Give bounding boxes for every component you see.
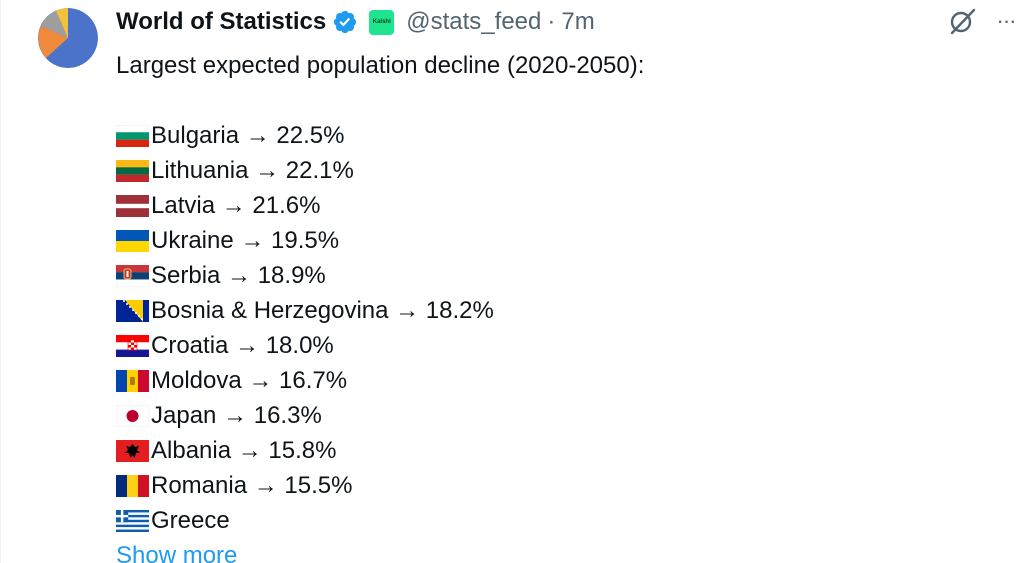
- serbia-flag-icon: [116, 264, 149, 287]
- list-item: Bosnia & Herzegovina → 18.2%: [116, 293, 644, 328]
- tweet-intro: Largest expected population decline (202…: [116, 52, 645, 79]
- grok-icon[interactable]: [947, 6, 977, 36]
- list-item-text: Japan → 16.3%: [151, 402, 322, 429]
- separator-dot: ·: [547, 8, 556, 35]
- affiliate-badge[interactable]: Kalshi: [369, 9, 395, 35]
- romania-flag-icon: [116, 474, 149, 497]
- more-icon[interactable]: ···: [996, 8, 1017, 33]
- list-item: Serbia → 18.9%: [116, 258, 644, 293]
- list-item: Ukraine → 19.5%: [116, 223, 644, 258]
- list-item-text: Albania → 15.8%: [151, 437, 337, 464]
- blank-line: [116, 83, 644, 118]
- pie-chart-avatar-icon: [38, 8, 98, 68]
- list-item-text: Lithuania → 22.1%: [151, 157, 354, 184]
- tweet-actions: ···: [947, 6, 1019, 36]
- list-item-text: Latvia → 21.6%: [151, 192, 321, 219]
- lithuania-flag-icon: [116, 159, 149, 182]
- post-timestamp[interactable]: 7m: [561, 8, 595, 35]
- japan-flag-icon: [116, 404, 149, 427]
- avatar[interactable]: [38, 8, 98, 68]
- albania-flag-icon: [116, 439, 149, 462]
- latvia-flag-icon: [116, 194, 149, 217]
- list-item-text: Croatia → 18.0%: [151, 332, 334, 359]
- bulgaria-flag-icon: [116, 124, 149, 147]
- show-more-link[interactable]: Show more: [116, 542, 238, 563]
- list-item: Albania → 15.8%: [116, 433, 644, 468]
- list-item: Greece: [116, 503, 644, 538]
- list-item-text: Romania → 15.5%: [151, 472, 353, 499]
- list-item: Lithuania → 22.1%: [116, 153, 644, 188]
- list-item: Romania → 15.5%: [116, 468, 644, 503]
- greece-flag-icon: [116, 509, 149, 532]
- tweet-header: World of Statistics Kalshi @stats_feed ·…: [116, 6, 595, 38]
- author-display-name[interactable]: World of Statistics: [116, 8, 327, 35]
- tweet-text: Largest expected population decline (202…: [116, 48, 644, 563]
- list-item-text: Moldova → 16.7%: [151, 367, 348, 394]
- croatia-flag-icon: [116, 334, 149, 357]
- list-item-text: Bosnia & Herzegovina → 18.2%: [151, 297, 494, 324]
- list-item: Bulgaria → 22.5%: [116, 118, 644, 153]
- ukraine-flag-icon: [116, 229, 149, 252]
- list-item-text: Bulgaria → 22.5%: [151, 122, 345, 149]
- list-item: Japan → 16.3%: [116, 398, 644, 433]
- list-item: Croatia → 18.0%: [116, 328, 644, 363]
- list-item: Latvia → 21.6%: [116, 188, 644, 223]
- list-item: Moldova → 16.7%: [116, 363, 644, 398]
- list-item-text: Greece: [151, 507, 230, 534]
- list-item-text: Ukraine → 19.5%: [151, 227, 340, 254]
- moldova-flag-icon: [116, 369, 149, 392]
- bosnia-flag-icon: [116, 299, 149, 322]
- author-handle[interactable]: @stats_feed: [406, 8, 542, 35]
- list-item-text: Serbia → 18.9%: [151, 262, 326, 289]
- verified-badge-icon[interactable]: [332, 9, 358, 35]
